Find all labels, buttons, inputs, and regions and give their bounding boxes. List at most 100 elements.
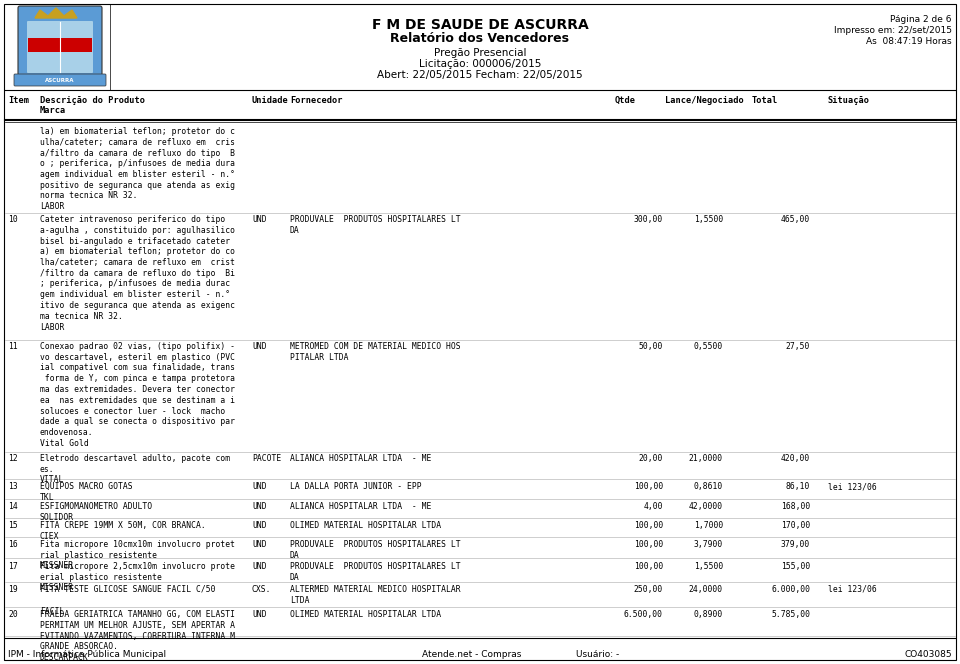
Text: 14: 14 <box>8 502 17 511</box>
Text: Relatório dos Vencedores: Relatório dos Vencedores <box>391 32 569 45</box>
Text: CO403085: CO403085 <box>904 650 952 659</box>
Text: 100,00: 100,00 <box>634 482 663 491</box>
Polygon shape <box>35 8 77 18</box>
Text: 13: 13 <box>8 482 17 491</box>
Text: Fita micropore 2,5cmx10m involucro prote
erial plastico resistente
MISSNER: Fita micropore 2,5cmx10m involucro prote… <box>40 562 235 592</box>
Text: FITA CREPE 19MM X 50M, COR BRANCA.
CIEX: FITA CREPE 19MM X 50M, COR BRANCA. CIEX <box>40 521 205 540</box>
Text: Item: Item <box>8 96 29 105</box>
Text: 170,00: 170,00 <box>780 521 810 530</box>
Text: 50,00: 50,00 <box>638 342 663 351</box>
Text: 10: 10 <box>8 215 17 224</box>
Text: UND: UND <box>252 610 267 619</box>
Text: 250,00: 250,00 <box>634 585 663 594</box>
FancyBboxPatch shape <box>14 74 106 86</box>
FancyBboxPatch shape <box>18 6 102 85</box>
Text: UND: UND <box>252 562 267 571</box>
Text: Fornecedor: Fornecedor <box>290 96 343 105</box>
Text: 1,5500: 1,5500 <box>694 562 723 571</box>
Text: 15: 15 <box>8 521 17 530</box>
Text: ALIANCA HOSPITALAR LTDA  - ME: ALIANCA HOSPITALAR LTDA - ME <box>290 454 431 463</box>
Text: PRODUVALE  PRODUTOS HOSPITALARES LT
DA: PRODUVALE PRODUTOS HOSPITALARES LT DA <box>290 540 461 560</box>
Text: 168,00: 168,00 <box>780 502 810 511</box>
Text: 42,0000: 42,0000 <box>689 502 723 511</box>
Text: Atende.net - Compras: Atende.net - Compras <box>422 650 522 659</box>
Text: Conexao padrao 02 vias, (tipo polifix) -
vo descartavel, esteril em plastico (PV: Conexao padrao 02 vias, (tipo polifix) -… <box>40 342 235 448</box>
Text: 465,00: 465,00 <box>780 215 810 224</box>
Text: 100,00: 100,00 <box>634 562 663 571</box>
Text: 24,0000: 24,0000 <box>689 585 723 594</box>
Text: 420,00: 420,00 <box>780 454 810 463</box>
Text: UND: UND <box>252 502 267 511</box>
Text: 20: 20 <box>8 610 17 619</box>
Text: lei 123/06: lei 123/06 <box>828 482 876 491</box>
Text: Página 2 de 6: Página 2 de 6 <box>891 15 952 24</box>
Text: PRODUVALE  PRODUTOS HOSPITALARES LT
DA: PRODUVALE PRODUTOS HOSPITALARES LT DA <box>290 215 461 235</box>
Text: 300,00: 300,00 <box>634 215 663 224</box>
Text: UND: UND <box>252 540 267 549</box>
Text: Fita micropore 10cmx10m involucro protet
rial plastico resistente
MISSNER: Fita micropore 10cmx10m involucro protet… <box>40 540 235 570</box>
Text: 12: 12 <box>8 454 17 463</box>
Text: ALIANCA HOSPITALAR LTDA  - ME: ALIANCA HOSPITALAR LTDA - ME <box>290 502 431 511</box>
Text: PACOTE: PACOTE <box>252 454 281 463</box>
Text: CXS.: CXS. <box>252 585 272 594</box>
Text: UND: UND <box>252 215 267 224</box>
Text: 100,00: 100,00 <box>634 521 663 530</box>
Text: Lance/Negociado: Lance/Negociado <box>665 96 744 105</box>
Text: 16: 16 <box>8 540 17 549</box>
Text: IPM - Informática Pública Municipal: IPM - Informática Pública Municipal <box>8 650 166 659</box>
Text: Total: Total <box>752 96 779 105</box>
Text: Licitação: 000006/2015: Licitação: 000006/2015 <box>419 59 541 69</box>
Text: 379,00: 379,00 <box>780 540 810 549</box>
Text: UND: UND <box>252 521 267 530</box>
Text: Unidade: Unidade <box>252 96 289 105</box>
Text: 1,5500: 1,5500 <box>694 215 723 224</box>
Text: Qtde: Qtde <box>615 96 636 105</box>
Text: ESFIGMOMANOMETRO ADULTO
SOLIDOR: ESFIGMOMANOMETRO ADULTO SOLIDOR <box>40 502 152 522</box>
Text: Pregão Presencial: Pregão Presencial <box>434 48 526 58</box>
Text: UND: UND <box>252 342 267 351</box>
Text: 0,8610: 0,8610 <box>694 482 723 491</box>
Text: OLIMED MATERIAL HOSPITALAR LTDA: OLIMED MATERIAL HOSPITALAR LTDA <box>290 610 442 619</box>
Text: 6.000,00: 6.000,00 <box>771 585 810 594</box>
Text: Usuário: -: Usuário: - <box>576 650 619 659</box>
Text: lei 123/06: lei 123/06 <box>828 585 876 594</box>
Text: 1,7000: 1,7000 <box>694 521 723 530</box>
Text: 19: 19 <box>8 585 17 594</box>
Text: 6.500,00: 6.500,00 <box>624 610 663 619</box>
Text: Abert: 22/05/2015 Fecham: 22/05/2015: Abert: 22/05/2015 Fecham: 22/05/2015 <box>377 70 583 80</box>
Text: UND: UND <box>252 482 267 491</box>
Text: 17: 17 <box>8 562 17 571</box>
Text: 4,00: 4,00 <box>643 502 663 511</box>
Text: Impresso em: 22/set/2015: Impresso em: 22/set/2015 <box>834 26 952 35</box>
Text: 5.785,00: 5.785,00 <box>771 610 810 619</box>
Text: Eletrodo descartavel adulto, pacote com
es.
VITAL: Eletrodo descartavel adulto, pacote com … <box>40 454 230 485</box>
Text: Descrição do Produto: Descrição do Produto <box>40 96 145 105</box>
Text: ALTERMED MATERIAL MEDICO HOSPITALAR
LTDA: ALTERMED MATERIAL MEDICO HOSPITALAR LTDA <box>290 585 461 605</box>
Text: 155,00: 155,00 <box>780 562 810 571</box>
Text: EQUIPOS MACRO GOTAS
TKL: EQUIPOS MACRO GOTAS TKL <box>40 482 132 502</box>
Bar <box>28 38 92 52</box>
Text: la) em biomaterial teflon; protetor do c
ulha/cateter; camara de refluxo em  cri: la) em biomaterial teflon; protetor do c… <box>40 127 235 211</box>
Text: LA DALLA PORTA JUNIOR - EPP: LA DALLA PORTA JUNIOR - EPP <box>290 482 421 491</box>
FancyBboxPatch shape <box>27 21 93 73</box>
Text: 0,5500: 0,5500 <box>694 342 723 351</box>
Text: 100,00: 100,00 <box>634 540 663 549</box>
Text: Marca: Marca <box>40 106 66 115</box>
Text: As  08:47:19 Horas: As 08:47:19 Horas <box>866 37 952 46</box>
Text: 86,10: 86,10 <box>785 482 810 491</box>
Text: 0,8900: 0,8900 <box>694 610 723 619</box>
Text: ASCURRA: ASCURRA <box>45 78 75 82</box>
Text: Cateter intravenoso periferico do tipo
a-agulha , constituido por: agulhasilico
: Cateter intravenoso periferico do tipo a… <box>40 215 235 331</box>
Text: F M DE SAUDE DE ASCURRA: F M DE SAUDE DE ASCURRA <box>372 18 588 32</box>
Text: FRALDA GERIATRICA TAMANHO GG, COM ELASTI
PERMITAM UM MELHOR AJUSTE, SEM APERTAR : FRALDA GERIATRICA TAMANHO GG, COM ELASTI… <box>40 610 235 662</box>
Text: PRODUVALE  PRODUTOS HOSPITALARES LT
DA: PRODUVALE PRODUTOS HOSPITALARES LT DA <box>290 562 461 582</box>
Text: METROMED COM DE MATERIAL MEDICO HOS
PITALAR LTDA: METROMED COM DE MATERIAL MEDICO HOS PITA… <box>290 342 461 362</box>
Text: Situação: Situação <box>828 96 870 105</box>
Text: OLIMED MATERIAL HOSPITALAR LTDA: OLIMED MATERIAL HOSPITALAR LTDA <box>290 521 442 530</box>
Text: 3,7900: 3,7900 <box>694 540 723 549</box>
Text: 11: 11 <box>8 342 17 351</box>
Text: 27,50: 27,50 <box>785 342 810 351</box>
Text: 21,0000: 21,0000 <box>689 454 723 463</box>
Text: 20,00: 20,00 <box>638 454 663 463</box>
Text: FITA TESTE GLICOSE SANGUE FACIL C/50

FACIL: FITA TESTE GLICOSE SANGUE FACIL C/50 FAC… <box>40 585 215 616</box>
